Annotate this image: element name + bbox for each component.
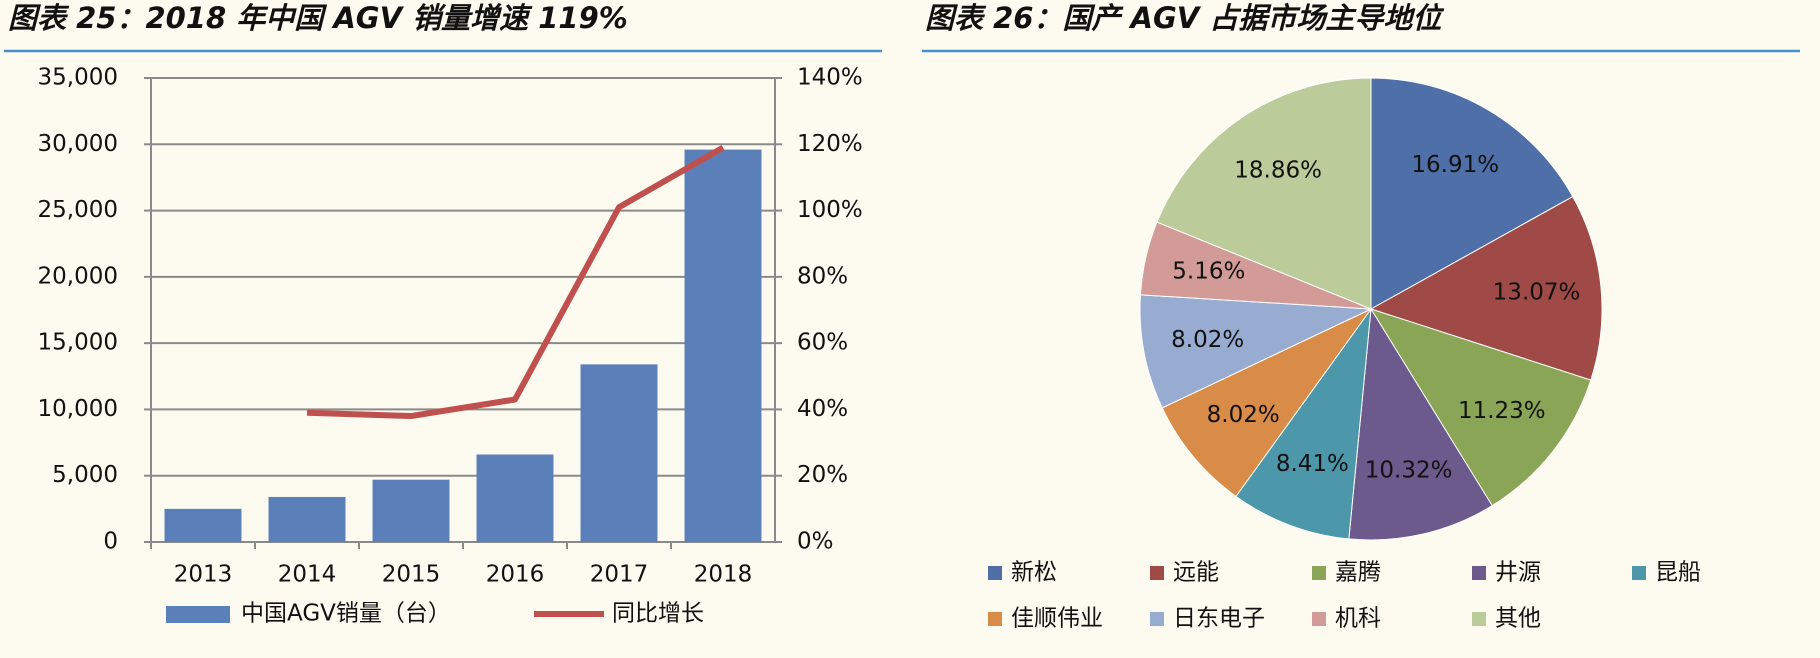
data-label: 8.02% bbox=[1171, 327, 1244, 353]
legend-label: 中国AGV销量（台） bbox=[241, 601, 451, 627]
legend-swatch bbox=[988, 566, 1002, 580]
legend-swatch bbox=[1472, 612, 1486, 626]
legend-swatch bbox=[1150, 612, 1164, 626]
legend-label: 同比增长 bbox=[612, 601, 704, 627]
data-label: 11.23% bbox=[1458, 398, 1546, 424]
y2-tick-label: 140% bbox=[797, 65, 863, 91]
y-tick-label: 30,000 bbox=[38, 131, 118, 157]
pie-slice bbox=[1161, 308, 1372, 498]
data-label: 5.16% bbox=[1172, 259, 1245, 285]
x-tick-label: 2015 bbox=[382, 562, 441, 588]
bar bbox=[684, 149, 762, 543]
bar bbox=[476, 454, 554, 542]
x-tick-label: 2017 bbox=[590, 562, 649, 588]
y2-tick-label: 40% bbox=[797, 396, 848, 422]
data-label: 8.02% bbox=[1207, 402, 1280, 428]
y-tick-label: 5,000 bbox=[52, 462, 118, 488]
legend-swatch bbox=[166, 606, 230, 623]
y-tick-label: 20,000 bbox=[38, 263, 118, 289]
y-tick-label: 10,000 bbox=[38, 396, 118, 422]
data-label: 8.41% bbox=[1276, 451, 1349, 477]
legend-label: 井源 bbox=[1495, 560, 1541, 586]
y2-tick-label: 120% bbox=[797, 131, 863, 157]
data-label: 16.91% bbox=[1411, 152, 1499, 178]
pie-slice bbox=[1139, 294, 1372, 409]
legend-label: 远能 bbox=[1173, 560, 1219, 586]
bar bbox=[164, 508, 242, 542]
x-tick-label: 2014 bbox=[278, 562, 337, 588]
legend-swatch bbox=[1150, 566, 1164, 580]
legend-label: 新松 bbox=[1011, 560, 1057, 586]
data-label: 10.32% bbox=[1365, 458, 1453, 484]
legend-swatch bbox=[988, 612, 1002, 626]
x-tick-label: 2013 bbox=[174, 562, 233, 588]
chart-title: 图表 25：2018 年中国 AGV 销量增速 119% bbox=[8, 1, 628, 35]
y-tick-label: 25,000 bbox=[38, 197, 118, 223]
legend-label: 日东电子 bbox=[1173, 606, 1265, 632]
y-tick-label: 0 bbox=[103, 529, 118, 555]
legend-swatch bbox=[1312, 612, 1326, 626]
data-label: 13.07% bbox=[1493, 279, 1581, 305]
bar bbox=[580, 364, 658, 542]
chart-title: 图表 26：国产 AGV 占据市场主导地位 bbox=[925, 1, 1444, 35]
y-tick-label: 15,000 bbox=[38, 330, 118, 356]
line bbox=[306, 144, 725, 420]
y-tick-label: 35,000 bbox=[38, 65, 118, 91]
pie-slice bbox=[1235, 307, 1372, 540]
x-tick-label: 2016 bbox=[486, 562, 545, 588]
y2-tick-label: 20% bbox=[797, 462, 848, 488]
legend-swatch bbox=[1472, 566, 1486, 580]
legend-label: 机科 bbox=[1335, 606, 1381, 632]
data-label: 18.86% bbox=[1234, 158, 1322, 184]
pie-slice bbox=[1369, 195, 1603, 381]
pie-slice bbox=[1370, 77, 1574, 310]
legend-label: 其他 bbox=[1495, 606, 1541, 632]
pie-slice bbox=[1369, 308, 1592, 507]
legend-swatch bbox=[1632, 566, 1646, 580]
legend-label: 嘉腾 bbox=[1335, 560, 1381, 586]
pie-slice bbox=[1156, 77, 1372, 310]
y2-tick-label: 60% bbox=[797, 330, 848, 356]
pie-slice bbox=[1348, 307, 1493, 541]
x-tick-label: 2018 bbox=[694, 562, 753, 588]
y2-tick-label: 0% bbox=[797, 529, 834, 555]
y2-tick-label: 100% bbox=[797, 197, 863, 223]
legend-label: 昆船 bbox=[1655, 560, 1701, 586]
y2-tick-label: 80% bbox=[797, 263, 848, 289]
legend-label: 佳顺伟业 bbox=[1011, 606, 1103, 632]
legend-swatch bbox=[1312, 566, 1326, 580]
bar bbox=[372, 479, 450, 542]
bar bbox=[268, 496, 346, 542]
